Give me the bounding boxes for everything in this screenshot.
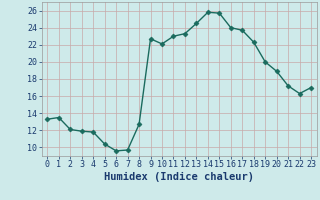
X-axis label: Humidex (Indice chaleur): Humidex (Indice chaleur) — [104, 172, 254, 182]
